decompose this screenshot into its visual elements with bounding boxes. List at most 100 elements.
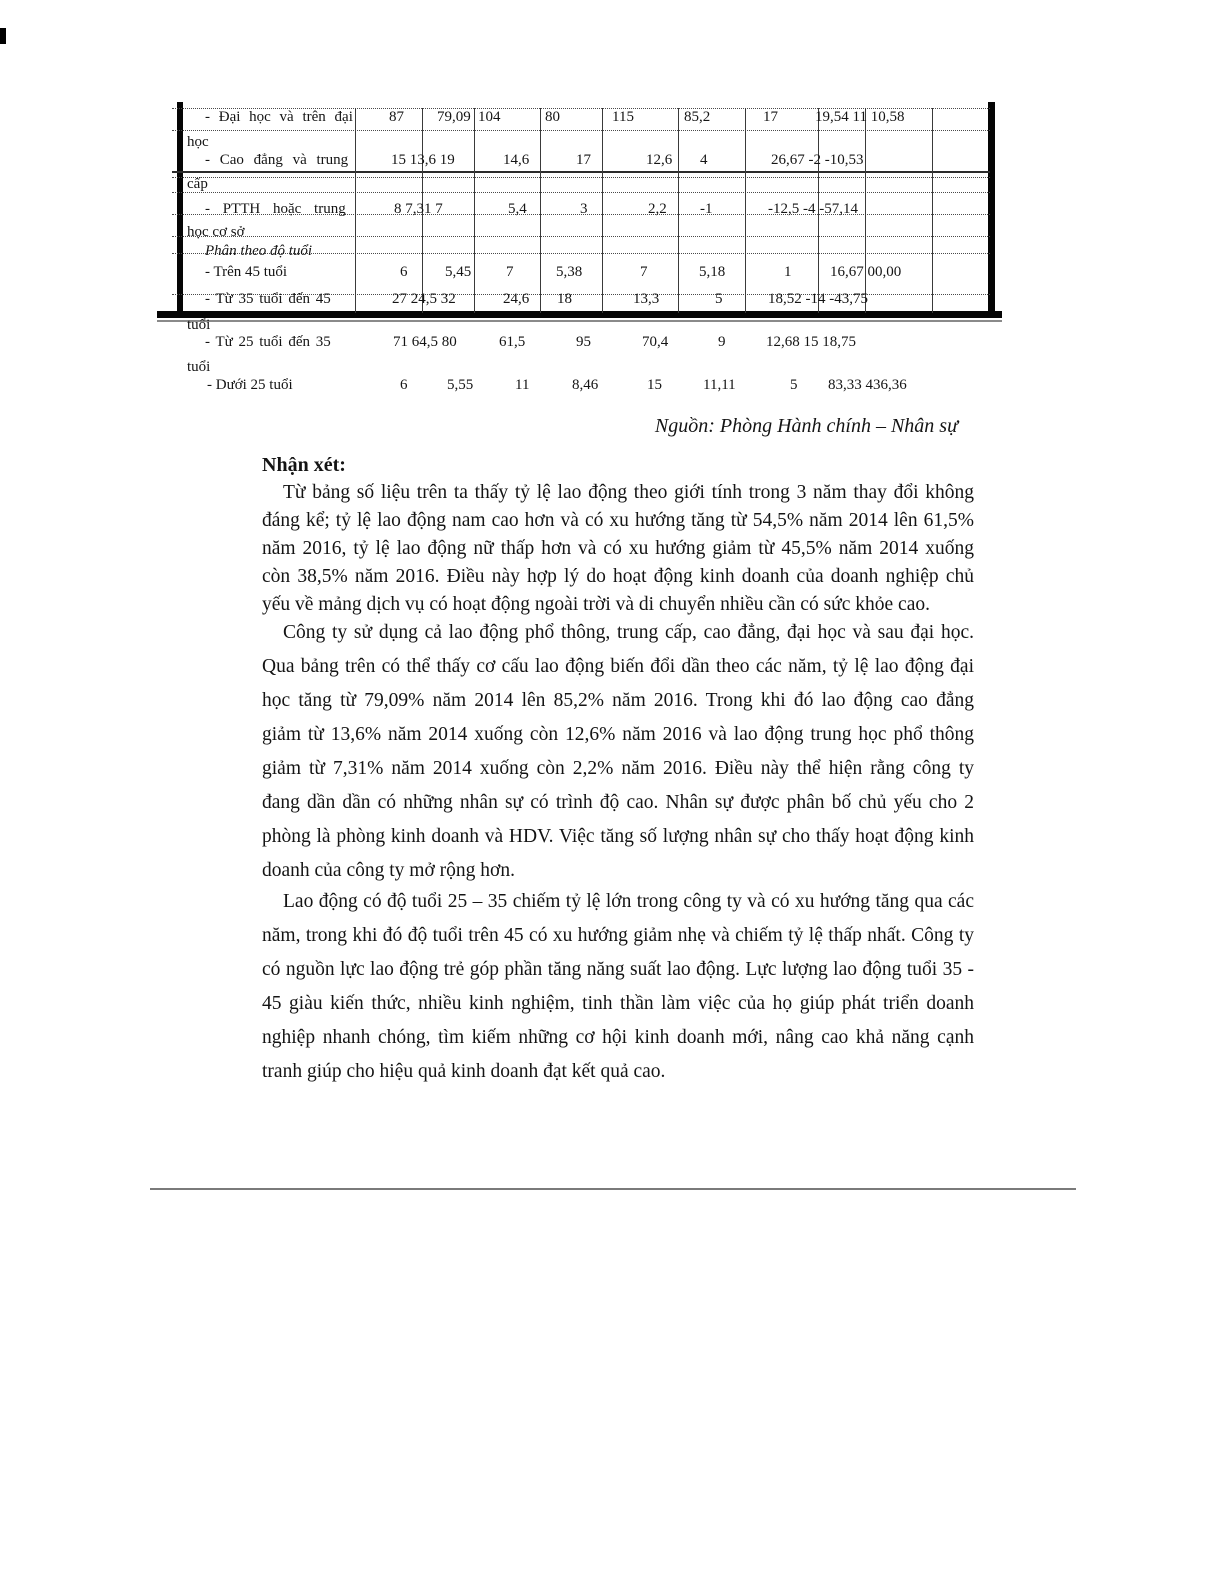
table-dotted-line (172, 214, 990, 215)
paragraph-line: năm 2016, tỷ lệ lao động nữ thấp hơn và … (262, 538, 974, 559)
paragraph-line: doanh của công ty mở rộng hơn. (262, 860, 515, 881)
table-right-border (988, 102, 995, 318)
paragraph-line: đang dần dần có những nhân sự có trình đ… (262, 792, 974, 813)
table-dotted-line (172, 253, 990, 254)
table-cell: -12,5 -4 -57,14 (768, 201, 858, 217)
table-solid-line (172, 171, 990, 173)
table-column-line (355, 108, 356, 313)
table-column-line (678, 108, 679, 313)
paragraph-line: giảm từ 7,31% năm 2014 xuống còn 2,2% nă… (262, 758, 974, 779)
table-dotted-line (172, 294, 990, 295)
table-cell: 83,33 436,36 (828, 377, 907, 393)
table-column-line (540, 108, 541, 313)
table-cell: 11 (515, 377, 530, 393)
paragraph-line: phòng là phòng kinh doanh và HDV. Việc t… (262, 826, 974, 847)
table-cell: 11,11 (703, 377, 736, 393)
table-cell: 13,3 (633, 291, 660, 307)
paragraph-line: học tăng từ 79,09% năm 2014 lên 85,2% nă… (262, 690, 974, 711)
table-cell: 8,46 (572, 377, 599, 393)
table-cell: 9 (718, 334, 726, 350)
table-cell: 115 (612, 109, 634, 125)
table-bottom-border (157, 311, 1002, 318)
paragraph-line: Qua bảng trên có thể thấy cơ cấu lao độn… (262, 656, 974, 677)
table-cell: 17 (763, 109, 778, 125)
table-cell: 8 7,31 7 (394, 201, 443, 217)
table-left-border (177, 102, 183, 318)
section-heading: Nhận xét: (262, 454, 346, 476)
table-cell: 5,4 (508, 201, 527, 217)
table-cell: 4 (700, 152, 708, 168)
table-cell: -1 (700, 201, 713, 217)
table-cell: 61,5 (499, 334, 526, 350)
table-column-line (422, 108, 423, 313)
table-cell: 5 (715, 291, 723, 307)
table-bottom-shadow (157, 320, 1002, 322)
labor-structure-table: - Đại học và trên đại học 87 79,09 104 80 115 8… (157, 100, 1010, 400)
table-dotted-line (172, 108, 990, 109)
table-row-label-wrap: học (187, 134, 209, 150)
paragraph-line: Công ty sử dụng cả lao động phổ thông, t… (283, 622, 974, 643)
table-cell: 14,6 (503, 152, 530, 168)
table-cell: 24,6 (503, 291, 530, 307)
table-cell: 19,54 11 10,58 (815, 109, 905, 125)
paragraph-line: năm, trong khi đó độ tuổi trên 45 có xu … (262, 925, 974, 946)
table-cell: 27 24,5 32 (392, 291, 456, 307)
paragraph-line: nghiệp nhanh chóng, tìm kiếm những cơ hộ… (262, 1027, 974, 1048)
table-row-label-wrap: tuổi (187, 359, 211, 375)
table-cell: 18 (557, 291, 572, 307)
table-row-label: Phân theo độ tuổi (205, 243, 313, 259)
table-cell: 18,52 -14 -43,75 (768, 291, 868, 307)
paragraph-line: Từ bảng số liệu trên ta thấy tỷ lệ lao đ… (283, 482, 974, 503)
paragraph-line: giảm từ 13,6% năm 2014 xuống còn 12,6% n… (262, 724, 974, 745)
table-cell: 5 (790, 377, 798, 393)
table-row-label: - Đại học và trên đại (205, 109, 353, 125)
table-dotted-line (172, 192, 990, 193)
table-cell: 87 (389, 109, 404, 125)
table-cell: 104 (478, 109, 501, 125)
table-row-label: - Dưới 25 tuổi (207, 377, 293, 393)
paragraph-line: 45 giàu kiến thức, nhiều kinh nghiệm, ti… (262, 993, 974, 1014)
table-cell: 6 (400, 264, 408, 280)
paragraph: Từ bảng số liệu trên ta thấy tỷ lệ lao đ… (262, 479, 974, 619)
table-cell: 3 (580, 201, 588, 217)
table-cell: 26,67 -2 -10,53 (771, 152, 864, 168)
table-column-line (865, 108, 866, 313)
table-row-label: - Từ 25 tuổi đến 35 (205, 334, 331, 350)
table-cell: 71 64,5 80 (393, 334, 457, 350)
table-cell: 1 (784, 264, 792, 280)
paragraph: Lao động có độ tuổi 25 – 35 chiếm tỷ lệ … (262, 885, 974, 1089)
table-cell: 5,45 (445, 264, 472, 280)
paragraph-line: còn 38,5% năm 2016. Điều này hợp lý do h… (262, 566, 974, 587)
table-cell: 80 (545, 109, 560, 125)
source-note: Nguồn: Phòng Hành chính – Nhân sự (654, 415, 958, 437)
table-cell: 16,67 00,00 (830, 264, 902, 280)
table-cell: 2,2 (648, 201, 667, 217)
table-row-label: - Trên 45 tuổi (205, 264, 288, 280)
table-column-line (474, 108, 475, 313)
table-row-label-wrap: tuổi (187, 317, 211, 333)
footer-rule (150, 1188, 1076, 1190)
table-cell: 95 (576, 334, 591, 350)
table-column-line (745, 108, 746, 313)
table-cell: 12,6 (646, 152, 673, 168)
table-cell: 79,09 (437, 109, 471, 125)
table-dotted-line (172, 130, 990, 131)
table-column-line (932, 108, 933, 313)
table-cell: 17 (576, 152, 591, 168)
table-cell: 5,18 (699, 264, 726, 280)
table-cell: 7 (640, 264, 648, 280)
table-row-label: - PTTH hoặc trung (205, 201, 346, 217)
table-cell: 15 (647, 377, 662, 393)
table-cell: 15 13,6 19 (391, 152, 455, 168)
table-cell: 85,2 (684, 109, 711, 125)
paragraph-line: yếu về mảng dịch vụ có hoạt động ngoài t… (262, 594, 930, 615)
table-cell: 7 (506, 264, 514, 280)
table-row-label-wrap: cấp (187, 176, 208, 192)
paragraph-line: Lao động có độ tuổi 25 – 35 chiếm tỷ lệ … (283, 891, 974, 912)
scan-artifact (0, 28, 6, 44)
paragraph-line: đáng kể; tỷ lệ lao động nam cao hơn và c… (262, 510, 974, 531)
table-dotted-line (172, 177, 990, 178)
table-cell: 70,4 (642, 334, 669, 350)
table-cell: 6 (400, 377, 408, 393)
